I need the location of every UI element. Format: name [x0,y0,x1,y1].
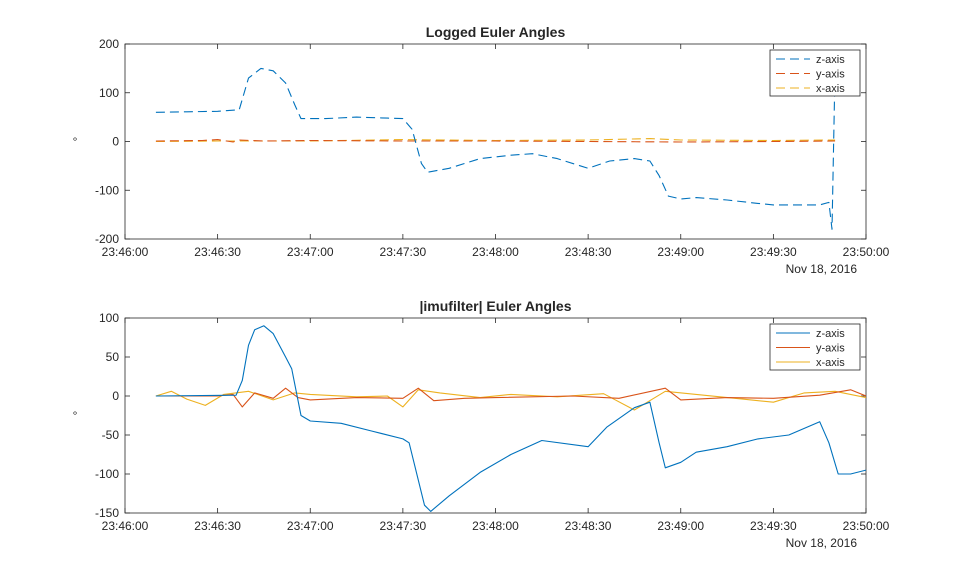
chart-title: |imufilter| Euler Angles [419,298,571,314]
x-tick-label: 23:47:30 [380,519,427,533]
x-tick-label: 23:48:00 [472,245,519,259]
series-line-x-axis [155,389,866,411]
y-tick-label: 100 [99,311,119,325]
date-label: Nov 18, 2016 [786,262,858,276]
x-tick-label: 23:49:00 [657,519,704,533]
y-tick-label: -200 [95,232,119,246]
y-tick-label: 0 [112,135,119,149]
plot-area [124,317,867,514]
legend: z-axis y-axis x-axis [769,49,861,97]
x-tick-label: 23:47:00 [287,245,334,259]
series-line-z-axis [155,325,866,512]
x-tick-label: 23:48:00 [472,519,519,533]
x-tick-label: 23:50:00 [843,245,890,259]
x-tick-label: 23:47:30 [380,245,427,259]
y-tick-label: -100 [95,183,119,197]
legend-label: z-axis [816,328,845,340]
x-tick-label: 23:46:30 [194,245,241,259]
x-tick-label: 23:48:30 [565,519,612,533]
x-tick-label: 23:46:00 [102,519,149,533]
chart-title: Logged Euler Angles [426,24,566,40]
x-tick-label: 23:49:30 [750,245,797,259]
y-tick-label: 50 [106,350,120,364]
y-tick-label: -100 [95,467,119,481]
legend-label: x-axis [816,83,845,95]
legend-label: y-axis [816,343,845,355]
legend-label: z-axis [816,54,845,66]
y-axis-label: ° [73,409,78,423]
x-tick-label: 23:46:00 [102,245,149,259]
y-tick-label: 200 [99,37,119,51]
y-tick-label: 0 [112,389,119,403]
x-tick-label: 23:47:00 [287,519,334,533]
series-line-y-axis [155,387,866,408]
chart-panel-2: |imufilter| Euler Angles ° 100 50 0 -50 -100 -1… [73,298,890,550]
legend-label: y-axis [816,69,845,81]
x-tick-label: 23:48:30 [565,245,612,259]
x-tick-label: 23:46:30 [194,519,241,533]
legend: z-axis y-axis x-axis [769,323,861,371]
chart-panel-1: Logged Euler Angles°2001000-100-20023:46… [73,24,890,276]
y-tick-label: -50 [102,428,120,442]
legend-label: x-axis [816,357,845,369]
x-tick-label: 23:50:00 [843,519,890,533]
series-line-y-axis [155,139,836,143]
y-axis-label: ° [73,135,78,149]
x-tick-label: 23:49:00 [657,245,704,259]
y-tick-label: 100 [99,86,119,100]
series-line-x-axis [155,138,836,143]
x-tick-label: 23:49:30 [750,519,797,533]
series-line-z-axis [155,65,836,230]
y-tick-label: -150 [95,506,119,520]
date-label: Nov 18, 2016 [786,536,858,550]
